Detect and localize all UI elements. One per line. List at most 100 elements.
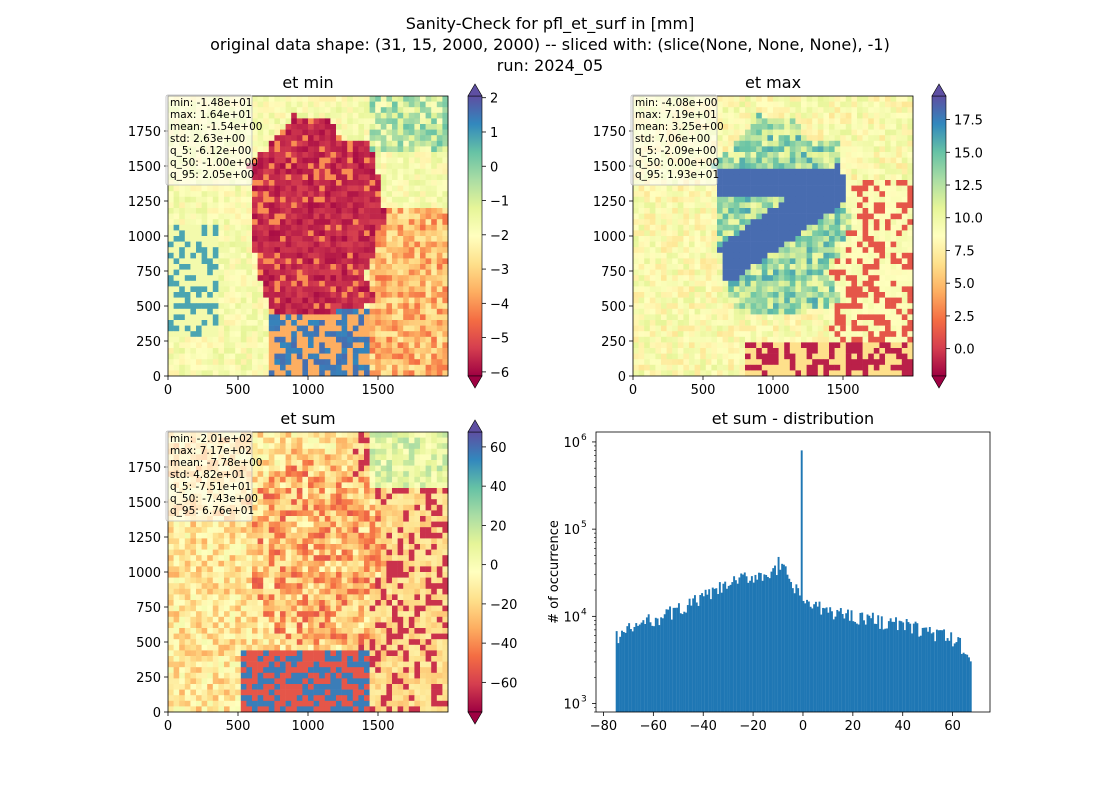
heatmap-cell (806, 202, 813, 209)
heatmap-cell (324, 241, 331, 248)
heatmap-cell (756, 320, 763, 326)
heatmap-cell (229, 320, 236, 326)
heatmap-cell (280, 314, 286, 321)
heatmap-cell (868, 331, 875, 338)
heatmap-cell (683, 219, 690, 226)
heatmap-cell (224, 247, 230, 254)
heatmap-cell (862, 135, 869, 142)
heatmap-cell (778, 96, 785, 102)
heatmap-cell (834, 124, 841, 130)
heatmap-cell (403, 96, 410, 102)
heatmap-cell (375, 185, 382, 192)
heatmap-cell (364, 348, 370, 354)
heatmap-cell (851, 191, 858, 198)
heatmap-cell (823, 331, 830, 338)
heatmap-cell (347, 252, 354, 259)
heatmap-cell (268, 286, 275, 293)
heatmap-cell (184, 208, 191, 214)
heatmap-cell (375, 107, 382, 114)
heatmap-cell (750, 348, 757, 354)
heatmap-cell (873, 325, 880, 332)
heatmap-cell (745, 314, 751, 321)
heatmap-cell (324, 252, 331, 259)
heatmap-cell (403, 135, 410, 142)
heatmap-cell (857, 342, 863, 349)
heatmap-cell (907, 219, 914, 226)
heatmap-cell (633, 342, 639, 349)
heatmap-cell (414, 247, 421, 254)
heatmap-cell (352, 224, 359, 231)
heatmap-cell (750, 275, 757, 282)
heatmap-cell (280, 185, 286, 192)
heatmap-cell (436, 236, 443, 242)
colorbar-tick-label: −4 (490, 297, 509, 312)
heatmap-cell (296, 196, 303, 203)
heatmap-cell (212, 342, 219, 349)
heatmap-cell (890, 297, 897, 304)
heatmap-cell (341, 269, 348, 276)
heatmap-cell (633, 303, 639, 310)
heatmap-cell (795, 308, 802, 315)
heatmap-cell (633, 359, 639, 366)
heatmap-cell (812, 191, 819, 198)
heatmap-cell (414, 280, 421, 287)
heatmap-cell (778, 280, 785, 287)
heatmap-cell (380, 224, 387, 231)
heatmap-cell (263, 269, 270, 276)
heatmap-cell (885, 314, 891, 321)
heatmap-cell (308, 202, 314, 209)
heatmap-cell (817, 124, 824, 130)
heatmap-cell (224, 213, 230, 220)
heatmap-cell (638, 364, 645, 371)
heatmap-cell (302, 202, 309, 209)
heatmap-cell (733, 359, 740, 366)
heatmap-cell (380, 112, 387, 119)
heatmap-cell (773, 297, 779, 304)
heatmap-cell (733, 140, 740, 147)
heatmap-cell (784, 163, 791, 170)
heatmap-cell (414, 320, 421, 326)
heatmap-cell (403, 353, 410, 360)
heatmap-cell (352, 146, 359, 153)
heatmap-cell (845, 292, 852, 298)
heatmap-cell (207, 353, 214, 360)
heatmap-cell (694, 364, 701, 371)
heatmap-cell (761, 224, 768, 231)
heatmap-cell (857, 258, 863, 265)
heatmap-cell (442, 124, 449, 130)
heatmap-cell (280, 174, 286, 181)
heatmap-cell (380, 275, 387, 282)
heatmap-cell (257, 202, 264, 209)
heatmap-cell (789, 112, 796, 119)
heatmap-cell (224, 264, 230, 270)
heatmap-cell (308, 348, 314, 354)
heatmap-cell (403, 241, 410, 248)
heatmap-cell (717, 275, 723, 282)
heatmap-cell (823, 348, 830, 354)
heatmap-cell (212, 269, 219, 276)
heatmap-cell (885, 196, 891, 203)
heatmap-cell (801, 348, 807, 354)
heatmap-cell (173, 236, 180, 242)
heatmap-cell (425, 264, 432, 270)
heatmap-cell (336, 286, 342, 293)
heatmap-cell (694, 325, 701, 332)
heatmap-cell (408, 96, 415, 102)
heatmap-cell (313, 314, 320, 321)
heatmap-cell (392, 157, 398, 164)
heatmap-cell (778, 241, 785, 248)
heatmap-cell (347, 185, 354, 192)
heatmap-cell (817, 191, 824, 198)
heatmap-cell (750, 107, 757, 114)
heatmap-cell (745, 202, 751, 209)
heatmap-cell (280, 202, 286, 209)
heatmap-cell (745, 359, 751, 366)
heatmap-cell (386, 370, 393, 377)
heatmap-cell (661, 219, 667, 226)
heatmap-cell (336, 196, 342, 203)
heatmap-cell (207, 280, 214, 287)
heatmap-cell (369, 348, 376, 354)
heatmap-cell (784, 112, 791, 119)
heatmap-cell (862, 252, 869, 259)
